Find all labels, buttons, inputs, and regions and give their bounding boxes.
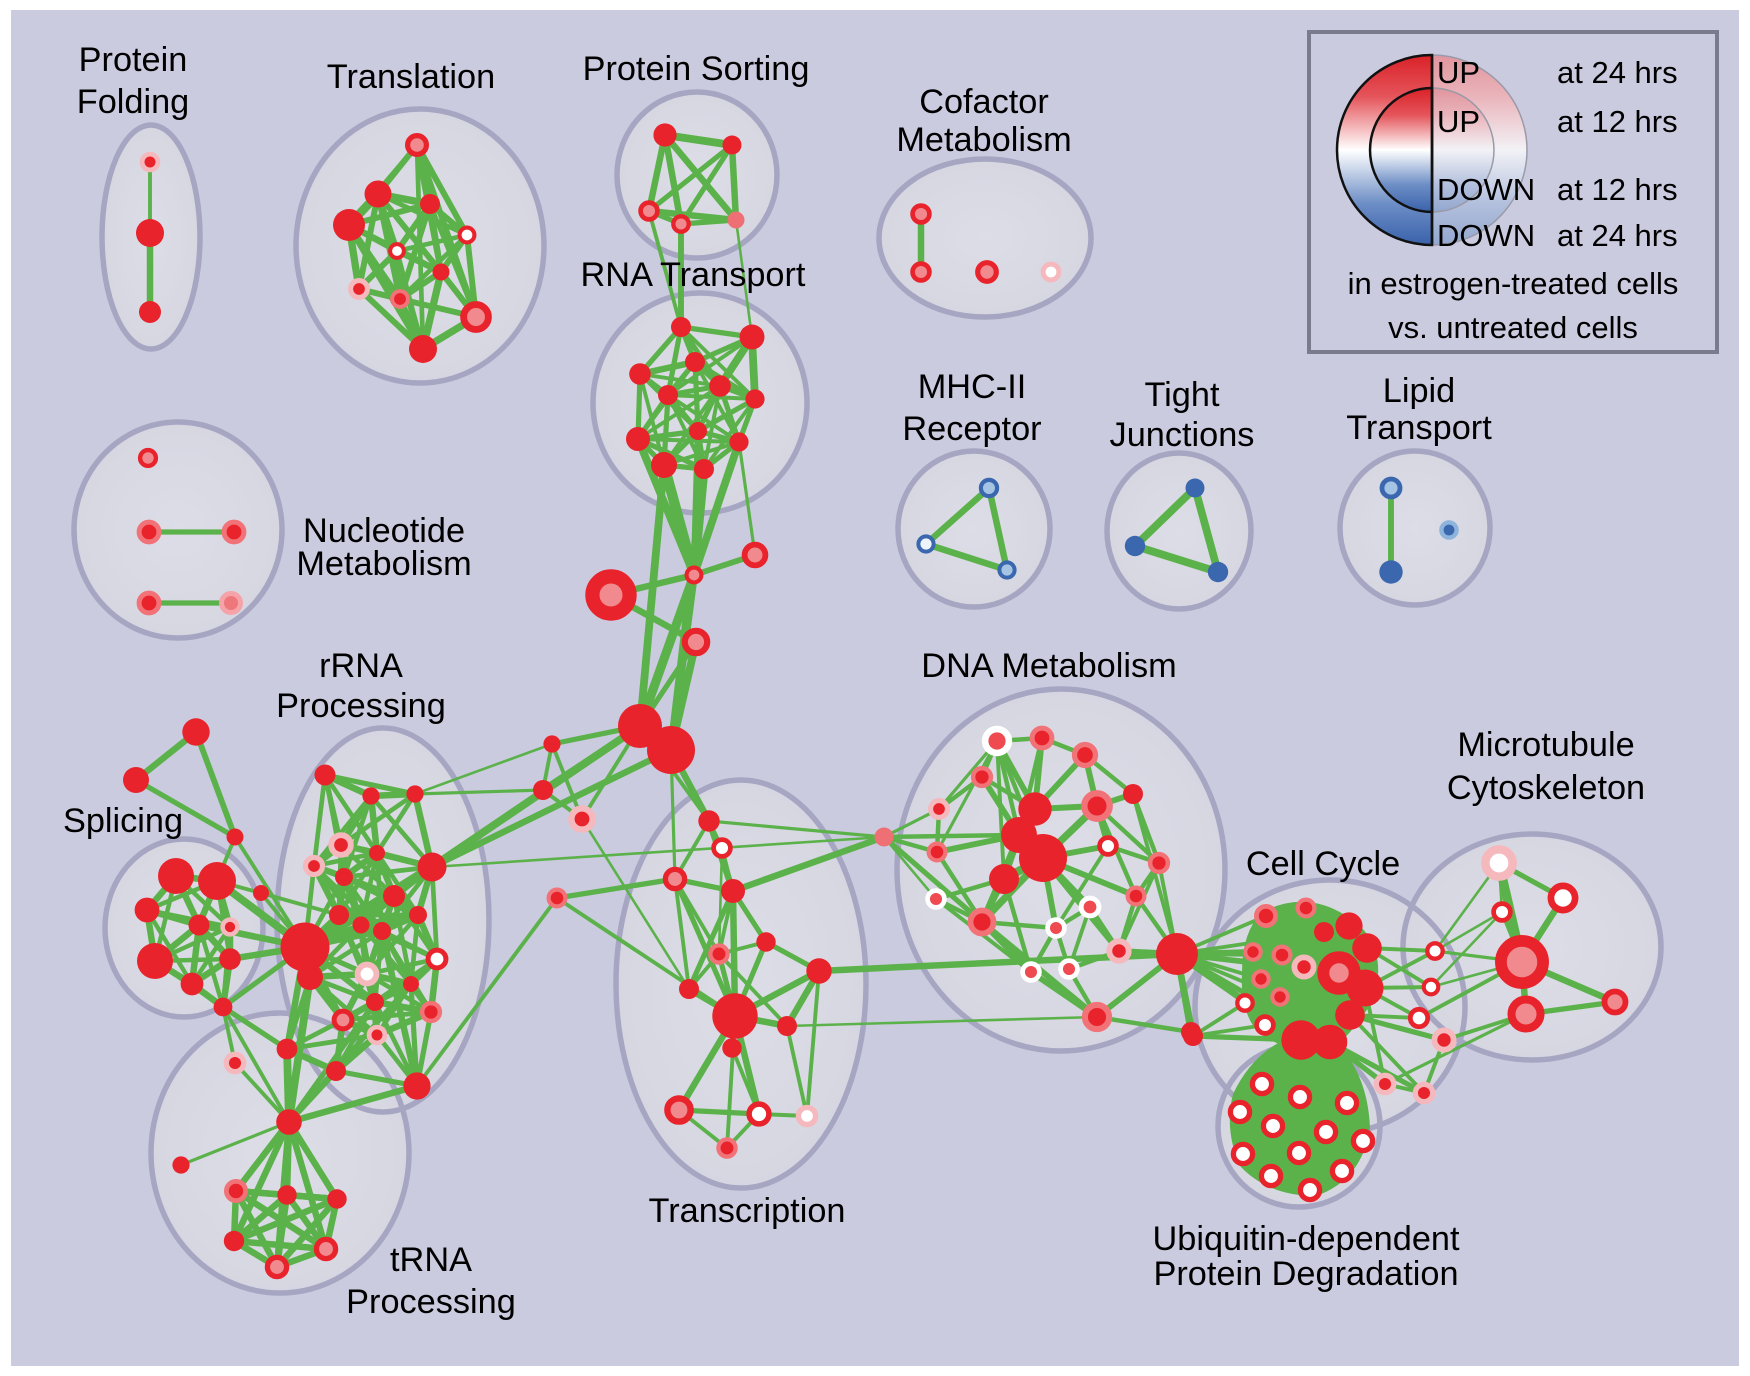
svg-text:DOWN: DOWN [1437,218,1535,253]
svg-text:rRNA: rRNA [319,647,403,685]
svg-text:Translation: Translation [327,58,495,96]
svg-text:Cell Cycle: Cell Cycle [1246,845,1400,883]
svg-text:DOWN: DOWN [1437,172,1535,207]
svg-text:Receptor: Receptor [902,410,1041,448]
svg-text:Processing: Processing [346,1283,516,1321]
svg-text:at 24 hrs: at 24 hrs [1557,55,1678,90]
svg-text:Nucleotide: Nucleotide [303,512,465,550]
svg-text:Ubiquitin-dependent: Ubiquitin-dependent [1153,1220,1460,1258]
svg-text:at 12 hrs: at 12 hrs [1557,104,1678,139]
svg-text:Protein Degradation: Protein Degradation [1153,1255,1458,1293]
svg-text:at 24 hrs: at 24 hrs [1557,218,1678,253]
svg-text:MHC-II: MHC-II [918,368,1027,406]
svg-text:RNA Transport: RNA Transport [581,256,806,294]
svg-text:Junctions: Junctions [1110,416,1255,454]
svg-text:DNA Metabolism: DNA Metabolism [921,647,1176,685]
svg-text:in estrogen-treated cells: in estrogen-treated cells [1348,266,1679,301]
svg-text:Splicing: Splicing [63,802,183,840]
svg-text:Cofactor: Cofactor [919,83,1049,121]
svg-text:Lipid: Lipid [1383,372,1455,410]
svg-text:at 12 hrs: at 12 hrs [1557,172,1678,207]
svg-text:Processing: Processing [276,687,446,725]
svg-text:UP: UP [1437,104,1480,139]
svg-text:Metabolism: Metabolism [896,121,1071,159]
svg-text:Cytoskeleton: Cytoskeleton [1447,769,1645,807]
svg-text:Metabolism: Metabolism [296,545,471,583]
svg-text:Transcription: Transcription [649,1192,846,1230]
svg-text:Microtubule: Microtubule [1457,726,1634,764]
svg-text:Transport: Transport [1346,409,1492,447]
svg-text:Folding: Folding [77,83,190,121]
svg-text:tRNA: tRNA [390,1241,472,1279]
svg-text:vs. untreated cells: vs. untreated cells [1388,310,1638,345]
svg-text:UP: UP [1437,55,1480,90]
svg-text:Tight: Tight [1145,376,1220,414]
svg-text:Protein: Protein [79,41,188,79]
svg-text:Protein Sorting: Protein Sorting [583,50,810,88]
